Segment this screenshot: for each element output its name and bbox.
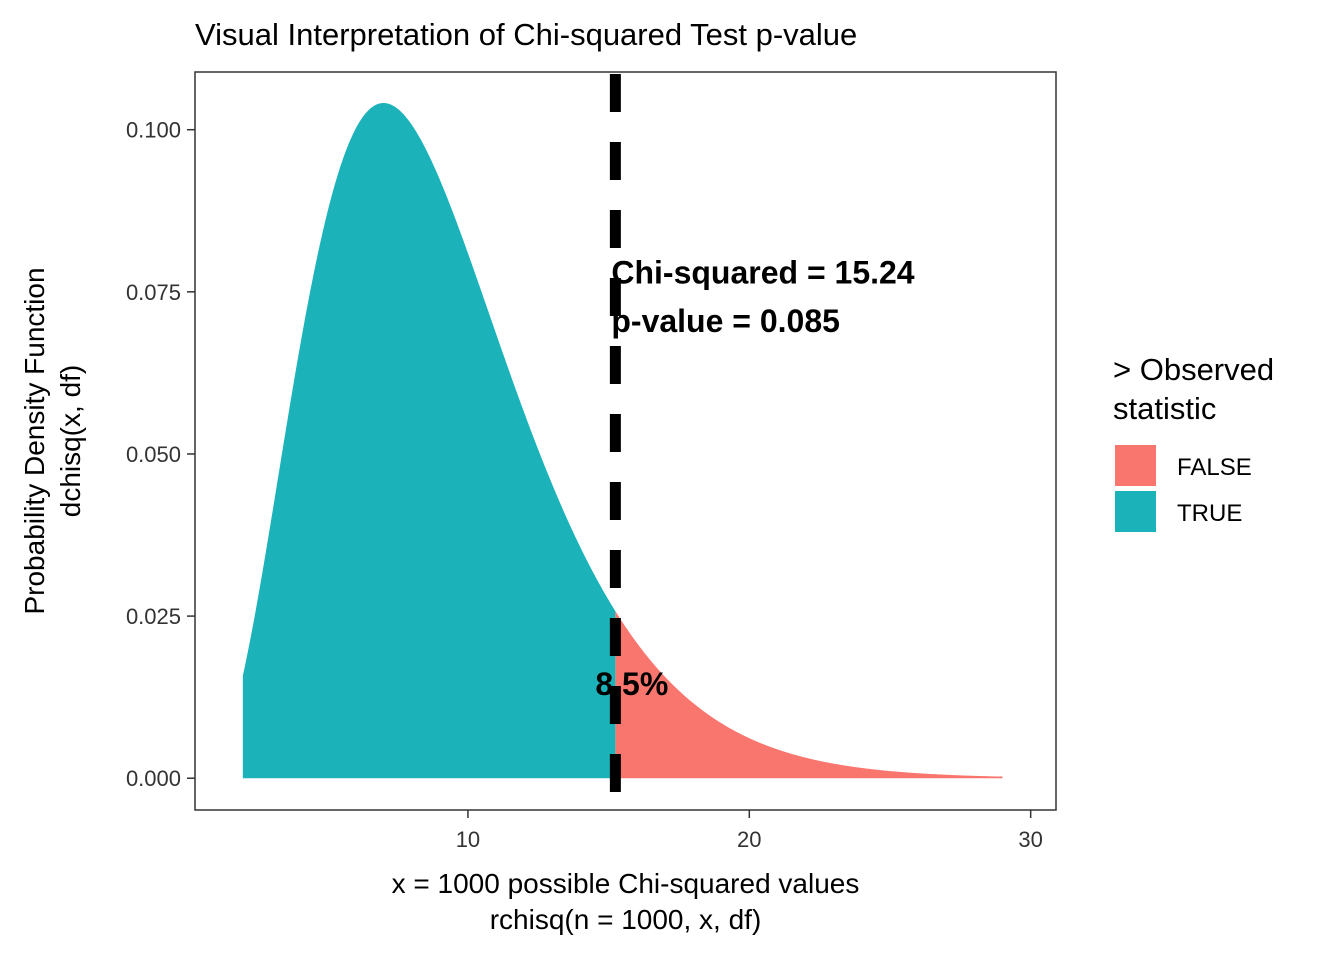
x-tick-label: 10 — [456, 827, 480, 852]
density-area-false — [615, 611, 1003, 779]
x-tick-label: 30 — [1018, 827, 1042, 852]
x-axis-title-line: x = 1000 possible Chi-squared values — [392, 868, 860, 899]
x-tick-label: 20 — [737, 827, 761, 852]
legend: > Observed statistic FALSE TRUE — [1113, 352, 1274, 532]
annotation-label: 8.5% — [595, 666, 668, 702]
y-tick-label: 0.050 — [126, 442, 181, 467]
legend-swatch-true — [1115, 491, 1156, 532]
y-tick-label: 0.075 — [126, 280, 181, 305]
x-axis-title-line: rchisq(n = 1000, x, df) — [490, 904, 762, 935]
axes: 0.000 0.025 0.050 0.075 0.100 10 20 30 x = 1000 … — [19, 118, 1043, 935]
legend-label-true: TRUE — [1177, 500, 1242, 527]
legend-label-false: FALSE — [1177, 454, 1252, 481]
legend-swatch-false — [1115, 445, 1156, 486]
panel-border — [194, 71, 1057, 811]
chart-title: Visual Interpretation of Chi-squared Tes… — [195, 17, 857, 52]
legend-title-line: statistic — [1113, 391, 1216, 426]
annotation-label: p-value = 0.085 — [611, 303, 840, 339]
y-axis-title-line: dchisq(x, df) — [55, 365, 86, 518]
annotations: Chi-squared = 15.24 p-value = 0.085 8.5% — [595, 254, 914, 702]
density-area-true — [242, 103, 616, 779]
plot-title: Visual Interpretation of Chi-squared Tes… — [195, 17, 857, 52]
annotation-label: Chi-squared = 15.24 — [611, 254, 914, 290]
legend-title-line: > Observed — [1113, 352, 1274, 387]
y-tick-label: 0.025 — [126, 604, 181, 629]
y-tick-label: 0.000 — [126, 766, 181, 791]
y-tick-label: 0.100 — [126, 118, 181, 143]
plot-area — [194, 71, 1057, 811]
y-axis-title-line: Probability Density Function — [19, 267, 50, 614]
